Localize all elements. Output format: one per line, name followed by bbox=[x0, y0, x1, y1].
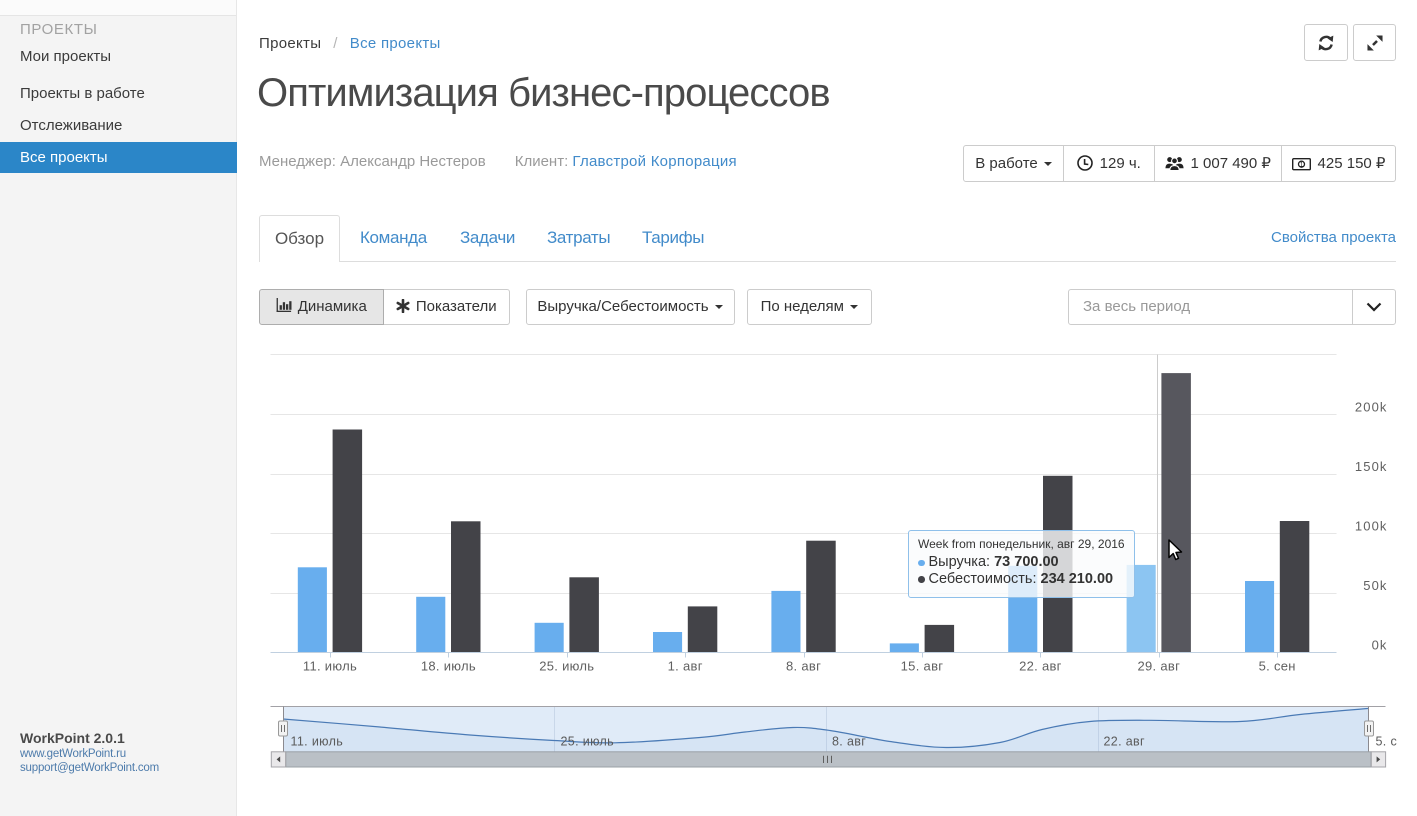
svg-text:25. июль: 25. июль bbox=[539, 659, 594, 674]
svg-text:8. авг: 8. авг bbox=[832, 735, 866, 749]
svg-text:18. июль: 18. июль bbox=[421, 659, 476, 674]
svg-text:11. июль: 11. июль bbox=[303, 659, 357, 674]
svg-text:8. авг: 8. авг bbox=[786, 659, 821, 674]
svg-text:15. авг: 15. авг bbox=[901, 659, 944, 674]
svg-text:22. авг: 22. авг bbox=[1104, 735, 1146, 749]
svg-text:100k: 100k bbox=[1355, 519, 1388, 534]
svg-text:150k: 150k bbox=[1355, 459, 1388, 474]
svg-text:5. сен: 5. сен bbox=[1259, 659, 1296, 674]
svg-text:1: 1 bbox=[1299, 162, 1303, 168]
svg-text:29. авг: 29. авг bbox=[1137, 659, 1180, 674]
svg-text:1. авг: 1. авг bbox=[668, 659, 703, 674]
svg-text:200k: 200k bbox=[1355, 400, 1388, 415]
svg-text:11. июль: 11. июль bbox=[291, 735, 344, 749]
svg-text:25. июль: 25. июль bbox=[561, 735, 615, 749]
svg-text:5. сен: 5. сен bbox=[1376, 735, 1412, 749]
svg-text:22. авг: 22. авг bbox=[1019, 659, 1062, 674]
svg-text:0k: 0k bbox=[1372, 638, 1388, 653]
svg-text:50k: 50k bbox=[1363, 578, 1387, 593]
